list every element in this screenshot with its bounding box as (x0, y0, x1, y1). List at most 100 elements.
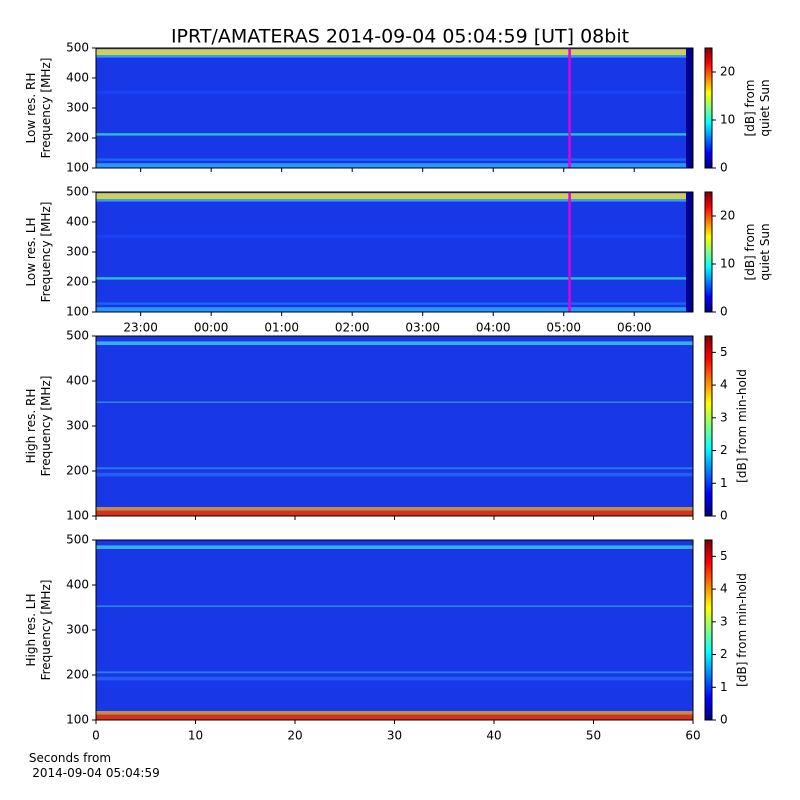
spectrogram (96, 48, 693, 168)
x-tick-label: 02:00 (335, 321, 370, 335)
colorbar-tick-label: 3 (720, 410, 728, 424)
colorbar-tick-label: 10 (720, 257, 735, 271)
colorbar-label: [dB] fromquiet Sun (743, 79, 772, 136)
colorbar-tick-label: 20 (720, 65, 735, 79)
spectral-band (96, 133, 693, 136)
y-tick-label: 300 (66, 419, 89, 433)
x-tick-label: 04:00 (476, 321, 511, 335)
spectral-band (96, 302, 693, 305)
spectral-band (96, 277, 693, 280)
spectral-band (96, 510, 693, 516)
spectral-band (96, 676, 693, 681)
y-tick-label: 200 (66, 131, 89, 145)
x-tick-label: 01:00 (264, 321, 299, 335)
x-axis-label-line: Seconds from (29, 751, 111, 765)
y-axis-label-line: Frequency [MHz] (39, 376, 53, 477)
spectral-band (96, 163, 693, 168)
colorbar-tick-label: 10 (720, 113, 735, 127)
y-tick-label: 300 (66, 101, 89, 115)
y-tick-label: 200 (66, 275, 89, 289)
colorbar-tick-label: 0 (720, 305, 728, 319)
x-tick-label: 30 (387, 729, 402, 743)
colorbar-label: [dB] from min-hold (735, 573, 749, 687)
x-tick-label: 03:00 (405, 321, 440, 335)
spectral-band (96, 193, 693, 200)
colorbar-label-line: [dB] from min-hold (735, 573, 749, 687)
y-axis-label: Low res. RHFrequency [MHz] (24, 58, 53, 159)
colorbar (704, 47, 713, 169)
y-tick-label: 200 (66, 668, 89, 682)
y-tick-label: 500 (66, 533, 89, 547)
colorbar-label-line: quiet Sun (758, 79, 772, 136)
colorbar-tick-label: 2 (720, 443, 728, 457)
colorbar-label-line: [dB] from (743, 224, 757, 281)
x-tick-label: 05:00 (546, 321, 581, 335)
spectral-band (96, 91, 693, 94)
colorbar-tick-label: 5 (720, 345, 728, 359)
colorbar-tick-label: 20 (720, 209, 735, 223)
spectral-band (96, 235, 693, 238)
spectral-band (96, 49, 693, 56)
spectrogram (96, 192, 693, 312)
y-tick-label: 400 (66, 374, 89, 388)
x-tick-label: 10 (188, 729, 203, 743)
colorbar (704, 335, 713, 517)
colorbar-tick-label: 5 (720, 549, 728, 563)
x-tick-label: 50 (586, 729, 601, 743)
y-axis-label-line: High res. LH (24, 593, 38, 666)
y-tick-label: 500 (66, 329, 89, 343)
figure-title: IPRT/AMATERAS 2014-09-04 05:04:59 [UT] 0… (171, 26, 629, 48)
x-tick-label: 23:00 (123, 321, 158, 335)
colorbar-tick-label: 0 (720, 161, 728, 175)
colorbar-label-line: [dB] from (743, 80, 757, 137)
y-tick-label: 100 (66, 713, 89, 727)
colorbar-tick-label: 2 (720, 647, 728, 661)
spectral-band (96, 472, 693, 477)
spectral-band (96, 605, 693, 607)
x-tick-label: 06:00 (617, 321, 652, 335)
colorbar-tick-label: 1 (720, 680, 728, 694)
colorbar (704, 191, 713, 313)
spectrogram (96, 540, 693, 720)
colorbar-tick-label: 4 (720, 582, 728, 596)
colorbar-tick-label: 0 (720, 509, 728, 523)
spectral-band (96, 307, 693, 312)
x-tick-label: 60 (685, 729, 700, 743)
colorbar-label-line: quiet Sun (758, 223, 772, 280)
spectral-band (96, 714, 693, 720)
colorbar-tick-label: 1 (720, 476, 728, 490)
colorbar (704, 539, 713, 721)
data-gap (686, 192, 693, 312)
y-tick-label: 500 (66, 185, 89, 199)
x-axis-label: Seconds from 2014-09-04 05:04:59 (29, 751, 160, 780)
y-axis-label: High res. LHFrequency [MHz] (24, 580, 53, 681)
y-tick-label: 500 (66, 41, 89, 55)
y-tick-label: 100 (66, 161, 89, 175)
x-axis-label-line: 2014-09-04 05:04:59 (32, 766, 159, 780)
spectral-band (96, 401, 693, 403)
y-tick-label: 400 (66, 215, 89, 229)
spectral-band (96, 711, 693, 715)
spectral-band (96, 507, 693, 511)
y-axis-label-line: Frequency [MHz] (39, 58, 53, 159)
y-axis-label-line: Frequency [MHz] (39, 580, 53, 681)
spectral-band (96, 467, 693, 470)
y-axis-label-line: Frequency [MHz] (39, 202, 53, 303)
y-tick-label: 400 (66, 71, 89, 85)
data-gap (686, 48, 693, 168)
x-tick-label: 20 (287, 729, 302, 743)
spectrogram (96, 336, 693, 516)
colorbar-label-line: [dB] from min-hold (735, 369, 749, 483)
spectral-band (96, 545, 693, 549)
y-tick-label: 100 (66, 305, 89, 319)
spectral-band (96, 341, 693, 345)
colorbar-tick-label: 3 (720, 614, 728, 628)
colorbar-tick-label: 0 (720, 713, 728, 727)
y-axis-label-line: Low res. LH (24, 217, 38, 286)
colorbar-tick-label: 4 (720, 378, 728, 392)
spectral-band (96, 158, 693, 161)
x-tick-label: 00:00 (194, 321, 229, 335)
y-axis-label: High res. RHFrequency [MHz] (24, 376, 53, 477)
spectral-band (96, 671, 693, 674)
